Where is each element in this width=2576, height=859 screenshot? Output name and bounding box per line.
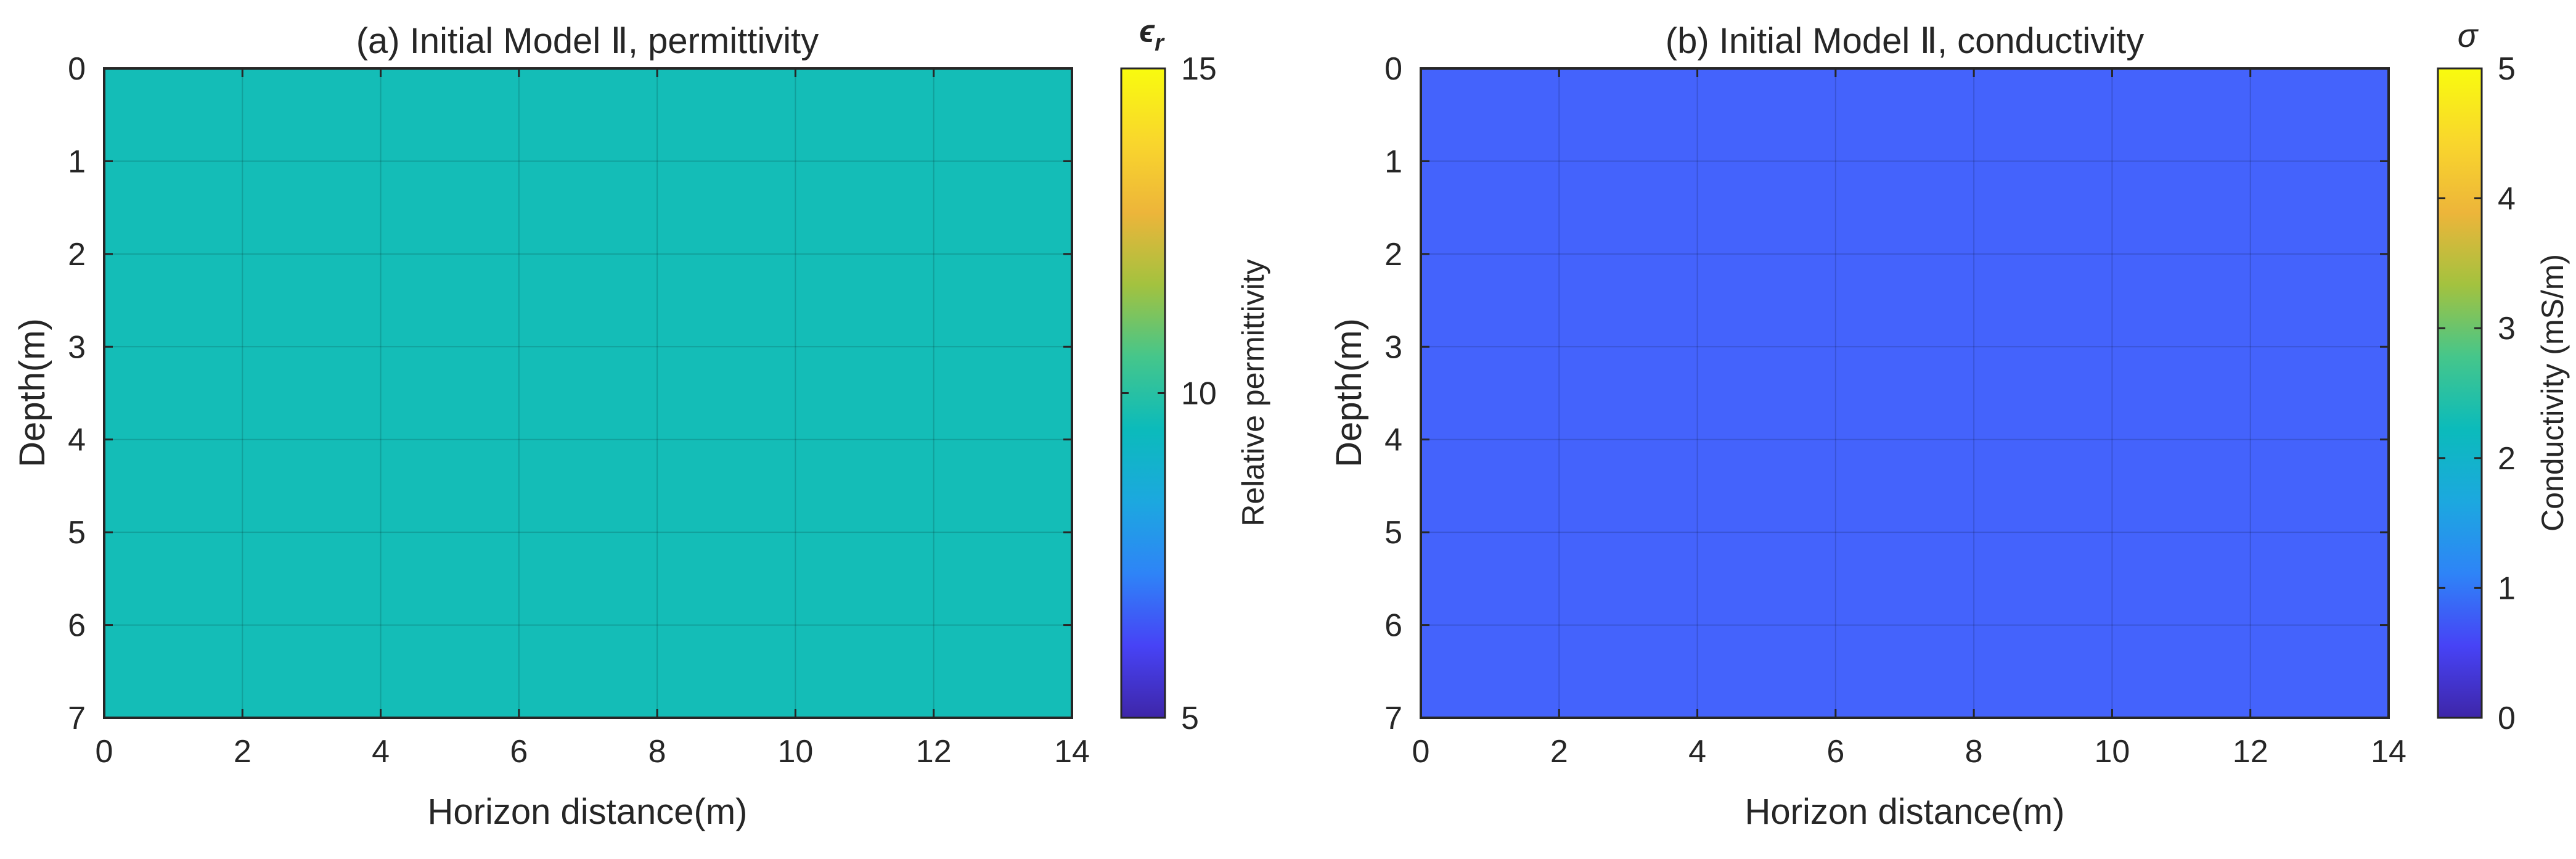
colorbar-symbol-main-b: σ (2458, 17, 2479, 54)
y-tick-label: 3 (1384, 329, 1402, 365)
colorbar-tick-label: 5 (2498, 51, 2516, 87)
y-tick-label: 7 (68, 701, 86, 736)
colorbar-tick-label: 15 (1181, 51, 1217, 87)
x-axis-a: 0 2 4 6 8 10 12 14 (96, 68, 1090, 770)
panel-b: (b) Initial Model Ⅱ, conductivity 0 2 4 6 8 1… (1329, 17, 2570, 832)
colorbar-tick-label: 5 (1181, 701, 1199, 736)
x-tick-label: 6 (510, 734, 528, 770)
x-tick-label: 2 (1550, 734, 1568, 770)
colorbar-tick-label: 1 (2498, 570, 2516, 606)
x-tick-label: 10 (2095, 734, 2130, 770)
x-tick-label: 4 (372, 734, 390, 770)
chart-title-a: (a) Initial Model Ⅱ, permittivity (356, 21, 819, 61)
colorbar-tick-label: 3 (2498, 311, 2516, 347)
y-tick-label: 5 (1384, 515, 1402, 551)
colorbar-symbol-b: σ (2458, 17, 2479, 54)
x-tick-label: 8 (1965, 734, 1983, 770)
y-tick-label: 4 (1384, 422, 1402, 458)
gridlines-b (1421, 68, 2389, 718)
y-axis-label-a: Depth(m) (12, 318, 52, 467)
y-tick-label: 6 (68, 608, 86, 644)
axes-frame-a (103, 67, 1073, 719)
plot-area-a (104, 68, 1072, 718)
y-tick-label: 0 (1384, 51, 1402, 87)
colorbar-b (2437, 67, 2483, 719)
x-tick-label: 14 (1054, 734, 1090, 770)
colorbar-ticks-a: 5 10 15 (1121, 51, 1217, 736)
x-tick-label: 2 (234, 734, 251, 770)
x-tick-label: 4 (1688, 734, 1706, 770)
y-tick-label: 3 (68, 329, 86, 365)
colorbar-symbol-a: ϵr (1139, 14, 1165, 56)
y-tick-label: 5 (68, 515, 86, 551)
gridlines-a (104, 68, 1072, 718)
x-tick-label: 10 (778, 734, 814, 770)
panel-a: (a) Initial Model Ⅱ, permittivity 0 2 4 6 8 1… (12, 14, 1270, 832)
y-tick-label: 1 (68, 144, 86, 179)
y-axis-a: 0 1 2 3 4 5 6 7 (68, 51, 1072, 736)
y-tick-label: 2 (1384, 237, 1402, 273)
colorbar-tick-label: 2 (2498, 441, 2516, 477)
x-axis-b: 0 2 4 6 8 10 12 14 (1412, 68, 2406, 770)
x-tick-label: 8 (648, 734, 666, 770)
y-tick-label: 1 (1384, 144, 1402, 179)
y-axis-label-b: Depth(m) (1329, 318, 1369, 467)
x-axis-label-b: Horizon distance(m) (1745, 792, 2065, 832)
x-tick-label: 14 (2371, 734, 2406, 770)
colorbar-label-b: Conductivity (mS/m) (2535, 254, 2570, 532)
y-tick-label: 4 (68, 422, 86, 458)
x-tick-label: 0 (96, 734, 113, 770)
colorbar-tick-label: 10 (1181, 376, 1217, 412)
x-axis-label-a: Horizon distance(m) (428, 792, 748, 832)
x-tick-label: 0 (1412, 734, 1430, 770)
colorbar-ticks-b: 0 1 2 3 4 5 (2438, 51, 2516, 736)
x-tick-label: 12 (916, 734, 952, 770)
x-tick-label: 6 (1826, 734, 1844, 770)
colorbar-tick-label: 4 (2498, 181, 2516, 217)
y-tick-label: 6 (1384, 608, 1402, 644)
colorbar-label-a: Relative permittivity (1236, 259, 1270, 526)
y-tick-label: 2 (68, 237, 86, 273)
colorbar-symbol-main-a: ϵ (1139, 14, 1155, 49)
plot-area-b (1421, 68, 2389, 718)
colorbar-tick-label: 0 (2498, 701, 2516, 736)
chart-title-b: (b) Initial Model Ⅱ, conductivity (1666, 21, 2144, 61)
y-tick-label: 0 (68, 51, 86, 87)
x-tick-label: 12 (2233, 734, 2268, 770)
axes-frame-b (1420, 67, 2390, 719)
y-tick-label: 7 (1384, 701, 1402, 736)
y-axis-b: 0 1 2 3 4 5 6 7 (1384, 51, 2389, 736)
colorbar-symbol-sub-a: r (1155, 30, 1165, 56)
